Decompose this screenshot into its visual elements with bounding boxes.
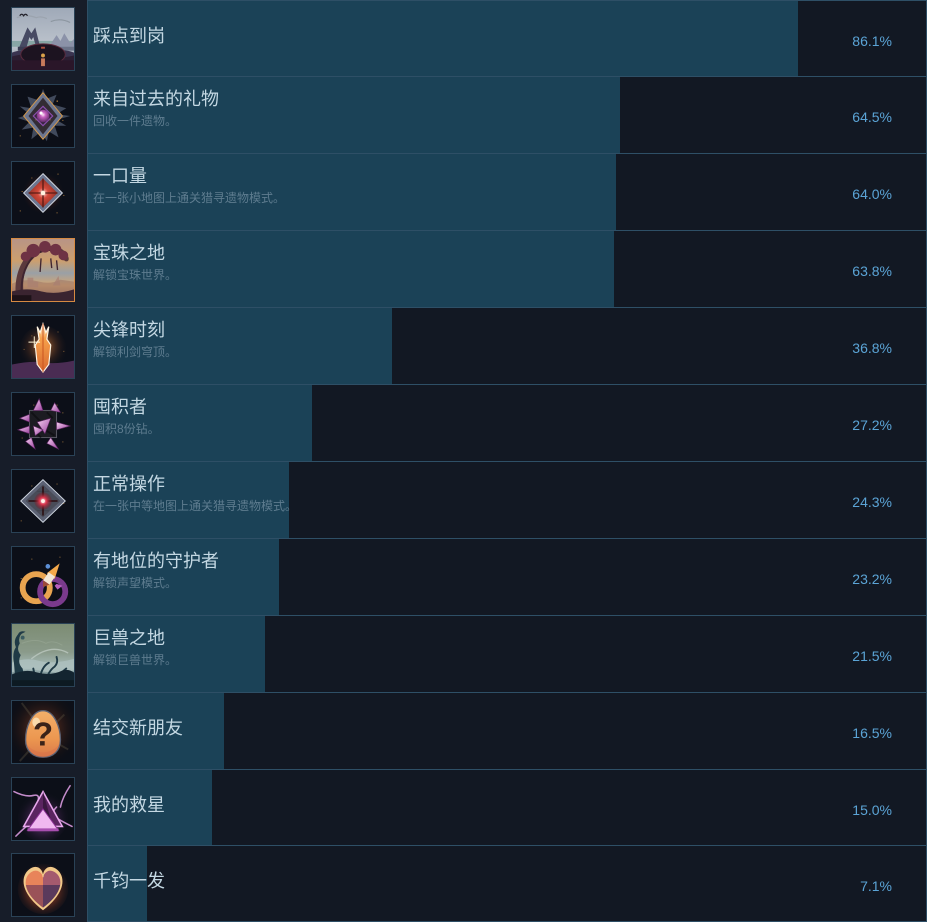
svg-text:?: ? [33, 716, 53, 753]
